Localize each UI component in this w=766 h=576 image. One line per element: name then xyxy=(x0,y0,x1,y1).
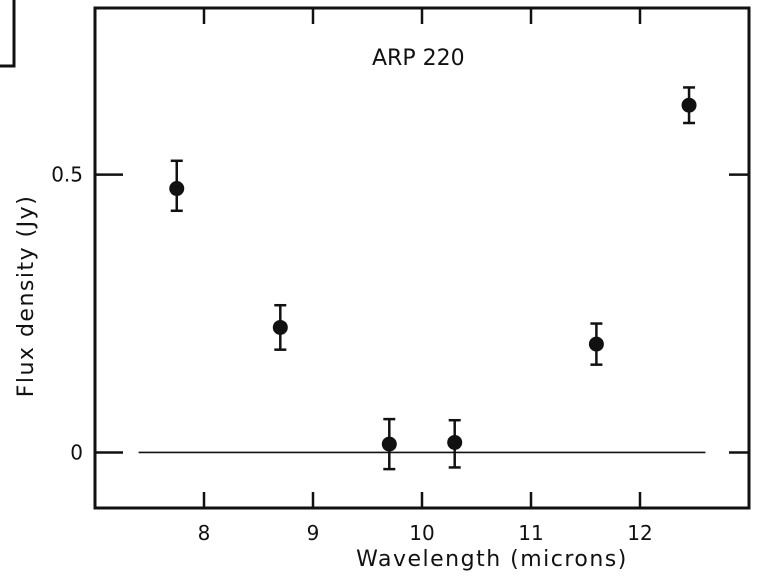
data-point-0 xyxy=(169,181,185,197)
y-tick-label-0: 0 xyxy=(70,440,83,464)
data-points xyxy=(169,86,697,471)
x-tick-label-4: 12 xyxy=(627,521,652,545)
tick-marks xyxy=(95,8,749,508)
x-tick-label-3: 11 xyxy=(518,521,543,545)
data-point-group-3 xyxy=(447,418,463,469)
data-point-group-1 xyxy=(272,303,288,351)
data-point-1 xyxy=(272,319,288,335)
data-point-group-4 xyxy=(588,322,604,366)
tick-labels: 8 9 10 11 12 0 0.5 xyxy=(51,163,653,545)
data-point-4 xyxy=(588,336,604,352)
data-point-group-5 xyxy=(681,86,697,125)
x-tick-label-1: 9 xyxy=(307,521,320,545)
data-point-5 xyxy=(681,97,697,113)
data-point-3 xyxy=(447,434,463,450)
data-point-group-2 xyxy=(381,417,397,471)
x-axis-title: Wavelength (microns) xyxy=(356,547,628,572)
plot-frame xyxy=(93,6,751,510)
y-tick-label-1: 0.5 xyxy=(51,163,83,187)
x-tick-label-0: 8 xyxy=(198,521,211,545)
frame-fragment xyxy=(0,0,16,68)
data-point-2 xyxy=(381,436,397,452)
data-point-group-0 xyxy=(169,159,185,213)
y-axis-title: Flux density (Jy) xyxy=(14,195,39,398)
annotation-arp-220: ARP 220 xyxy=(372,46,465,71)
x-tick-label-2: 10 xyxy=(409,521,434,545)
